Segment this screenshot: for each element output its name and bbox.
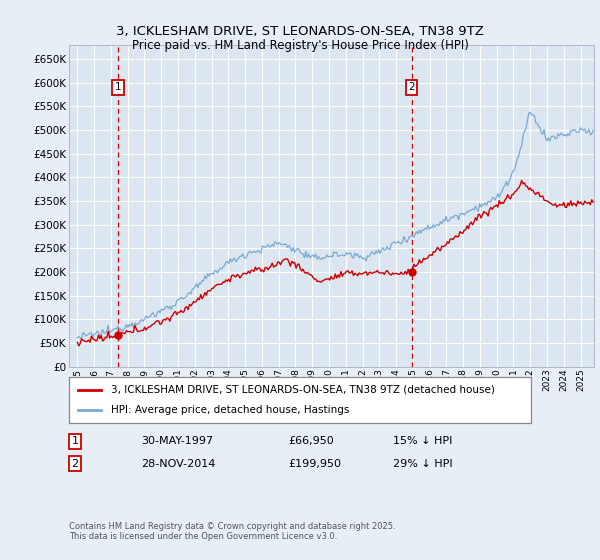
Text: £66,950: £66,950 bbox=[288, 436, 334, 446]
Text: HPI: Average price, detached house, Hastings: HPI: Average price, detached house, Hast… bbox=[110, 405, 349, 415]
Text: £199,950: £199,950 bbox=[288, 459, 341, 469]
Text: 3, ICKLESHAM DRIVE, ST LEONARDS-ON-SEA, TN38 9TZ (detached house): 3, ICKLESHAM DRIVE, ST LEONARDS-ON-SEA, … bbox=[110, 385, 494, 395]
Text: 30-MAY-1997: 30-MAY-1997 bbox=[141, 436, 213, 446]
Text: 3, ICKLESHAM DRIVE, ST LEONARDS-ON-SEA, TN38 9TZ: 3, ICKLESHAM DRIVE, ST LEONARDS-ON-SEA, … bbox=[116, 25, 484, 38]
Text: Contains HM Land Registry data © Crown copyright and database right 2025.
This d: Contains HM Land Registry data © Crown c… bbox=[69, 522, 395, 542]
Text: 2: 2 bbox=[408, 82, 415, 92]
Text: 2: 2 bbox=[71, 459, 79, 469]
Text: Price paid vs. HM Land Registry's House Price Index (HPI): Price paid vs. HM Land Registry's House … bbox=[131, 39, 469, 52]
Text: 29% ↓ HPI: 29% ↓ HPI bbox=[393, 459, 452, 469]
Text: 15% ↓ HPI: 15% ↓ HPI bbox=[393, 436, 452, 446]
Text: 1: 1 bbox=[115, 82, 121, 92]
Text: 1: 1 bbox=[71, 436, 79, 446]
Text: 28-NOV-2014: 28-NOV-2014 bbox=[141, 459, 215, 469]
